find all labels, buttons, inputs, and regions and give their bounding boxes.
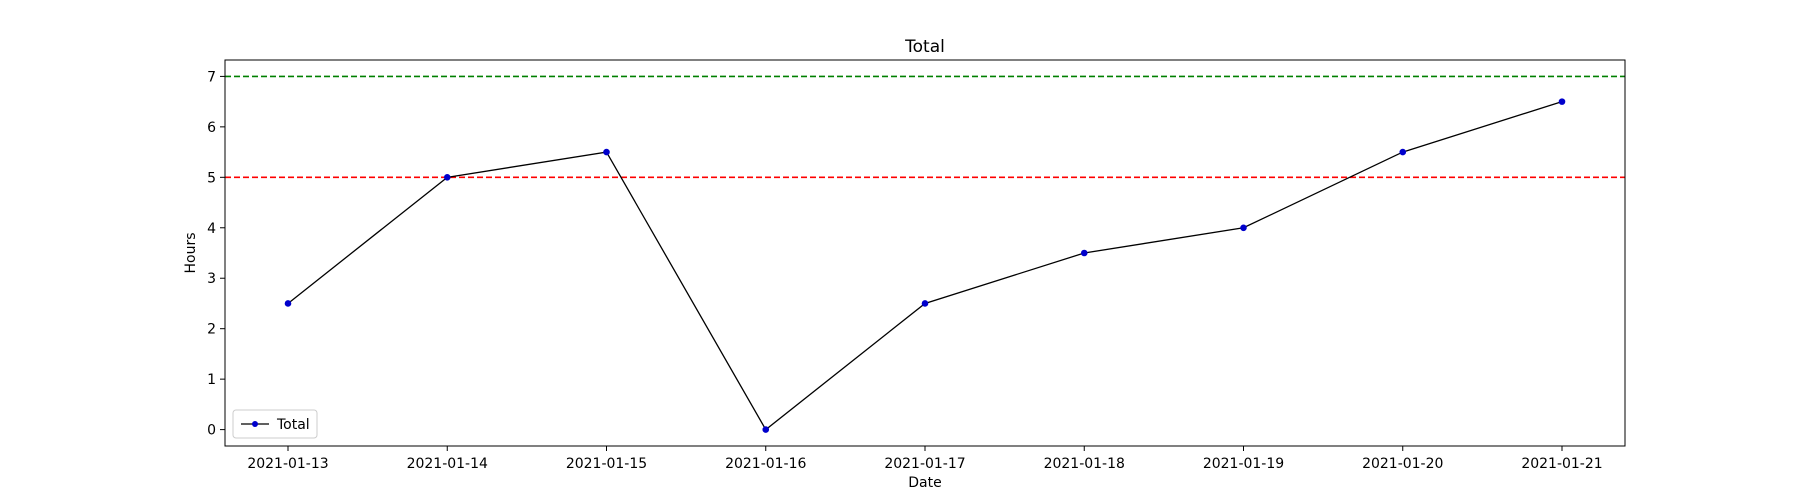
legend-marker-swatch — [252, 421, 258, 427]
series-layer — [284, 98, 1566, 433]
x-tick-label: 2021-01-19 — [1203, 456, 1284, 472]
x-tick-label: 2021-01-16 — [725, 456, 806, 472]
legend-label: Total — [276, 417, 310, 433]
x-tick-label: 2021-01-18 — [1044, 456, 1125, 472]
x-tick-label: 2021-01-20 — [1362, 456, 1443, 472]
y-tick-label: 0 — [207, 423, 216, 439]
y-axis-label: Hours — [183, 232, 199, 273]
y-tick-label: 6 — [207, 120, 216, 136]
legend-box — [232, 409, 318, 439]
data-point — [1240, 224, 1247, 232]
reference-lines — [225, 75, 1625, 179]
data-point — [1399, 148, 1407, 156]
chart-title: Total — [904, 37, 945, 57]
y-tick-label: 1 — [207, 372, 216, 388]
x-axis-label: Date — [908, 475, 941, 491]
series-line-total — [287, 101, 1563, 431]
data-point — [762, 426, 770, 433]
x-tick-label: 2021-01-14 — [407, 456, 488, 472]
legend: Total — [232, 409, 318, 439]
y-axis-ticks: 0 1 2 3 4 5 6 7 — [207, 69, 225, 439]
y-tick-label: 2 — [207, 322, 216, 338]
plot-frame — [224, 59, 1626, 447]
y-tick-label: 5 — [207, 170, 216, 186]
y-tick-label: 7 — [207, 69, 216, 85]
x-tick-label: 2021-01-13 — [247, 456, 328, 472]
data-point — [1080, 249, 1088, 257]
y-tick-label: 3 — [207, 271, 216, 287]
x-tick-label: 2021-01-15 — [566, 456, 647, 472]
data-point — [284, 300, 292, 307]
data-point — [921, 300, 929, 307]
data-point — [1558, 98, 1566, 105]
data-point — [443, 174, 451, 181]
x-tick-label: 2021-01-17 — [884, 456, 965, 472]
y-tick-label: 4 — [207, 221, 216, 237]
x-tick-label: 2021-01-21 — [1521, 456, 1602, 472]
x-axis-ticks: 2021-01-13 2021-01-14 2021-01-15 2021-01-16… — [247, 446, 1603, 472]
data-point — [603, 148, 610, 156]
